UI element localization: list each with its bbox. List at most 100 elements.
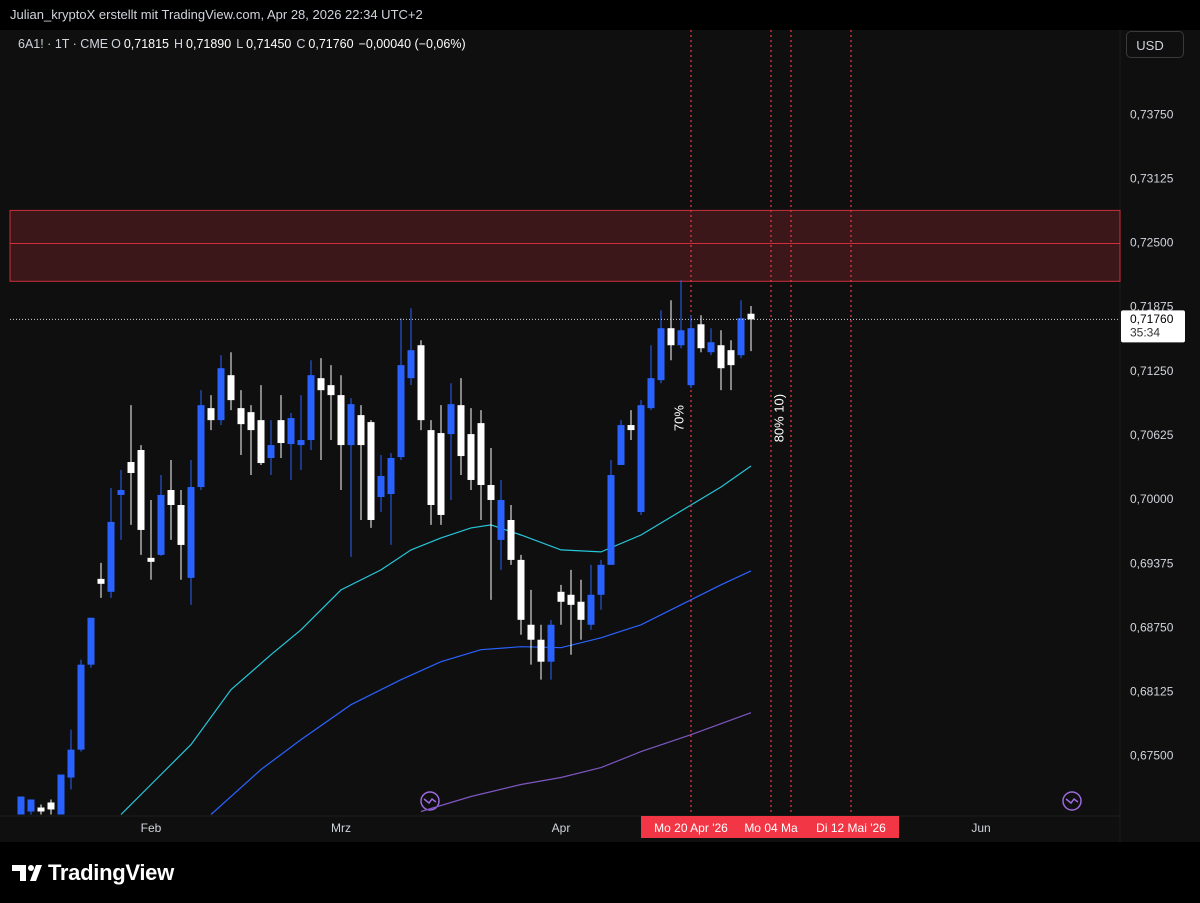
candle-body (467, 434, 475, 480)
price-label-box (1121, 310, 1185, 343)
y-tick-label: 0,68750 (1130, 620, 1174, 634)
candle-body (637, 405, 645, 512)
chart-background (0, 30, 1200, 842)
candle-body (157, 494, 165, 555)
candle-body (607, 475, 615, 565)
candle-body (17, 796, 25, 815)
candle-body (77, 664, 85, 750)
candle-body (167, 490, 175, 506)
annotation: 70% (671, 405, 686, 431)
candle-body (237, 408, 245, 425)
logo (12, 865, 42, 881)
candle-body (367, 422, 375, 520)
legend: 6A1! · 1T · CME O 0,71815 H 0,71890 L 0,71450 C… (18, 37, 471, 51)
date-label: Mo 04 Ma (744, 821, 798, 835)
change: −0,00040 (−0,06%) (358, 37, 466, 51)
countdown: 35:34 (1130, 326, 1160, 340)
candle-body (307, 375, 315, 441)
candle-body (527, 624, 535, 640)
ohlc-value: 0,71450 (246, 37, 292, 51)
candle-body (347, 404, 355, 446)
x-tick-label: Mrz (331, 821, 351, 835)
date-label-band (641, 816, 899, 838)
x-tick-label: Apr (552, 821, 571, 835)
candle-body (617, 425, 625, 465)
candle-body (187, 487, 195, 578)
candle-body (337, 395, 345, 446)
candle-body (137, 450, 145, 530)
candle-body (417, 345, 425, 421)
annotation: 80% 10) (771, 394, 786, 442)
candle-body (147, 557, 155, 562)
x-tick-label: Jun (971, 821, 990, 835)
candle-body (677, 330, 685, 346)
y-tick-label: 0,70625 (1130, 428, 1174, 442)
candle-body (697, 324, 705, 349)
candle-body (387, 458, 395, 495)
price-label: 0,71760 (1130, 312, 1174, 326)
candle-body (317, 378, 325, 391)
candle-body (247, 412, 255, 431)
candle-body (217, 368, 225, 421)
candle-body (397, 365, 405, 458)
candle-body (207, 408, 215, 421)
moving-average (210, 570, 752, 815)
candle-body (577, 601, 585, 620)
candle-body (127, 462, 135, 473)
candle-body (357, 415, 365, 446)
date-label: Mo 20 Apr '26 (654, 821, 728, 835)
ohlc-key: H (174, 37, 184, 51)
candle-body (47, 802, 55, 810)
moving-average (120, 465, 752, 815)
candle-body (667, 328, 675, 346)
candle-body (327, 385, 335, 396)
candle-body (27, 799, 35, 812)
candle-body (517, 559, 525, 620)
candle-body (487, 484, 495, 500)
candle-body (267, 445, 275, 459)
symbol: 6A1! · 1T · CME (18, 37, 109, 51)
candle-body (587, 594, 595, 625)
candle-body (427, 430, 435, 506)
x-tick-label: Feb (141, 821, 162, 835)
y-tick-label: 0,69375 (1130, 556, 1174, 570)
candle-body (277, 420, 285, 444)
y-tick-label: 0,73125 (1130, 171, 1174, 185)
candle-body (297, 440, 305, 446)
candle-body (407, 350, 415, 379)
candle-body (437, 433, 445, 515)
candle-body (57, 774, 65, 815)
y-tick-label: 0,68125 (1130, 685, 1174, 699)
credit: Julian_kryptoX erstellt mit TradingView.… (10, 7, 423, 22)
y-tick-label: 0,71250 (1130, 364, 1174, 378)
resistance-zone (9, 209, 1121, 282)
candle-body (567, 594, 575, 605)
indicator-icon[interactable] (420, 791, 440, 811)
candle-body (737, 318, 745, 356)
date-label: Di 12 Mai '26 (816, 821, 886, 835)
candle-body (497, 499, 505, 540)
candle-body (477, 423, 485, 485)
candle-body (507, 519, 515, 560)
candle-body (657, 328, 665, 381)
candle-body (547, 624, 555, 662)
brand: TradingView (48, 860, 174, 885)
candle-body (87, 617, 95, 665)
y-tick-label: 0,71875 (1130, 300, 1174, 314)
ohlc-value: 0,71890 (186, 37, 232, 51)
y-tick-label: 0,72500 (1130, 236, 1174, 250)
candle-body (227, 375, 235, 401)
moving-average (420, 712, 752, 813)
candle-body (687, 328, 695, 386)
candle-body (257, 420, 265, 464)
candle-body (557, 591, 565, 602)
candle-body (647, 378, 655, 409)
currency-button[interactable]: USD (1126, 31, 1184, 58)
indicator-icon[interactable] (1062, 791, 1082, 811)
candle-body (717, 345, 725, 369)
candle-body (377, 475, 385, 497)
candle-body (627, 425, 635, 431)
ohlc-value: 0,71815 (123, 37, 169, 51)
y-tick-label: 0,73750 (1130, 107, 1174, 121)
